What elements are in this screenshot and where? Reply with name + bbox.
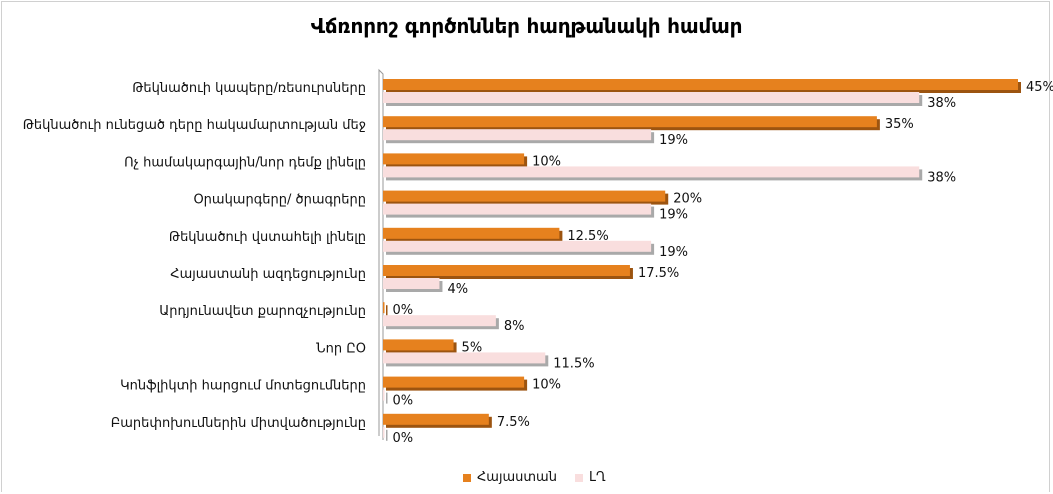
bar-karabakh-depth	[386, 392, 388, 404]
bar-karabakh	[383, 129, 652, 141]
bar-karabakh	[383, 315, 496, 327]
legend-swatch-armenia	[463, 473, 471, 482]
value-label-armenia: 10%	[532, 154, 561, 169]
value-label-armenia: 17.5%	[638, 266, 679, 281]
category-label: Ոչ համակարգային/նոր դեմք լինելը	[124, 155, 366, 170]
category-label: Հայաստանի ազդեցությունը	[170, 267, 366, 282]
legend-item-karabakh: ԼՂ	[574, 470, 606, 485]
bar-armenia	[383, 265, 630, 276]
category-label: Բարեփոխումներին միտվածությունը	[111, 416, 366, 431]
bar-karabakh	[383, 92, 920, 103]
legend-item-armenia: Հայաստան	[463, 470, 557, 485]
legend-swatch-karabakh	[574, 473, 583, 482]
bar-armenia	[383, 153, 525, 165]
category-label: Թեկնածուի ունեցած դերը հակամարտության մե…	[23, 118, 366, 133]
bar-karabakh	[383, 166, 920, 178]
bar-karabakh	[383, 389, 385, 401]
bar-armenia	[383, 413, 489, 425]
legend-label-karabakh: ԼՂ	[588, 470, 606, 485]
value-label-karabakh: 8%	[504, 319, 525, 334]
value-label-karabakh: 4%	[447, 282, 468, 297]
bar-armenia	[383, 190, 666, 202]
value-label-armenia: 20%	[673, 192, 702, 207]
bar-armenia	[383, 339, 454, 351]
value-label-karabakh: 0%	[393, 431, 414, 446]
category-label: Թեկնածուի վստահելի լինելը	[169, 230, 366, 245]
value-label-karabakh: 38%	[927, 96, 956, 111]
chart-legend: Հայաստան ԼՂ	[463, 470, 606, 485]
bar-karabakh	[383, 426, 385, 438]
chart-title: Վճռորոշ գործոններ հաղթանակի համար	[310, 14, 743, 38]
bar-armenia	[383, 302, 385, 314]
category-label: Թեկնածուի կապերը/ռեսուրսները	[132, 81, 366, 96]
value-label-armenia: 12.5%	[567, 229, 608, 244]
bar-armenia	[383, 79, 1018, 90]
value-label-karabakh: 19%	[659, 208, 688, 223]
value-label-armenia: 35%	[885, 117, 914, 132]
value-label-karabakh: 19%	[659, 245, 688, 260]
category-label: Արդյունավետ քարոզչությունը	[159, 304, 366, 319]
value-label-armenia: 5%	[462, 340, 483, 355]
value-label-karabakh: 11.5%	[553, 356, 594, 371]
category-label: Օրակարգերը/ ծրագրերը	[193, 193, 366, 208]
value-label-karabakh: 19%	[659, 133, 688, 148]
legend-label-armenia: Հայաստան	[477, 470, 557, 485]
value-label-karabakh: 0%	[393, 394, 414, 409]
bar-karabakh-depth	[386, 429, 388, 441]
y-axis-line	[378, 68, 384, 440]
bar-karabakh	[383, 240, 652, 252]
value-label-armenia: 7.5%	[497, 415, 530, 430]
value-label-karabakh: 38%	[927, 170, 956, 185]
bar-armenia-depth	[386, 305, 388, 317]
value-label-armenia: 10%	[532, 378, 561, 393]
bar-karabakh	[383, 352, 546, 364]
bar-armenia	[383, 227, 560, 239]
bar-armenia	[383, 116, 877, 128]
category-label: Նոր ԸՕ	[316, 341, 366, 356]
bar-karabakh	[383, 203, 652, 215]
bar-karabakh	[383, 278, 440, 289]
value-label-armenia: 0%	[393, 303, 414, 318]
value-label-armenia: 45%	[1026, 80, 1053, 95]
bar-armenia	[383, 376, 525, 388]
category-label: Կոնֆլիկտի հարցում մոտեցումները	[120, 379, 366, 394]
